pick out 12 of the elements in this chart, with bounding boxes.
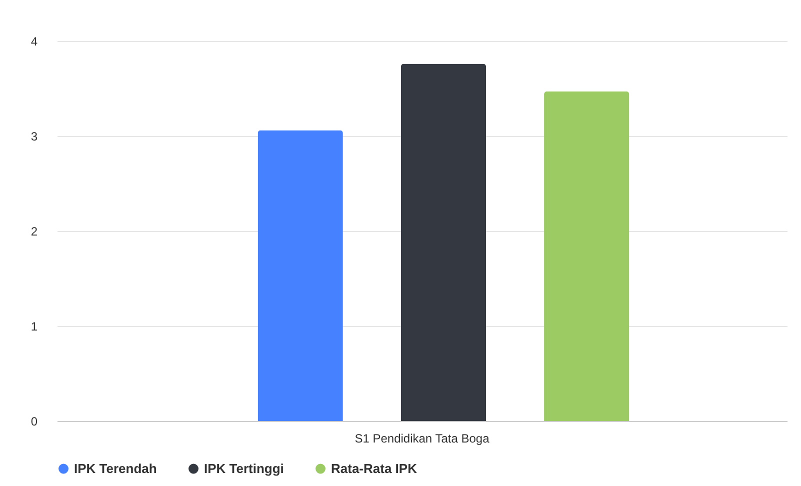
bar [258, 130, 343, 421]
legend-label: Rata-Rata IPK [331, 460, 418, 476]
y-tick-label: 3 [30, 130, 38, 144]
legend-label: IPK Terendah [74, 460, 157, 476]
y-tick-label: 4 [30, 34, 38, 48]
y-tick-label: 2 [30, 224, 38, 238]
legend-label: IPK Tertinggi [204, 460, 284, 476]
y-tick-label: 1 [30, 320, 38, 334]
x-tick-label: S1 Pendidikan Tata Boga [354, 432, 490, 446]
bar [544, 91, 630, 421]
y-tick-label: 0 [30, 414, 38, 428]
bar [400, 64, 486, 421]
